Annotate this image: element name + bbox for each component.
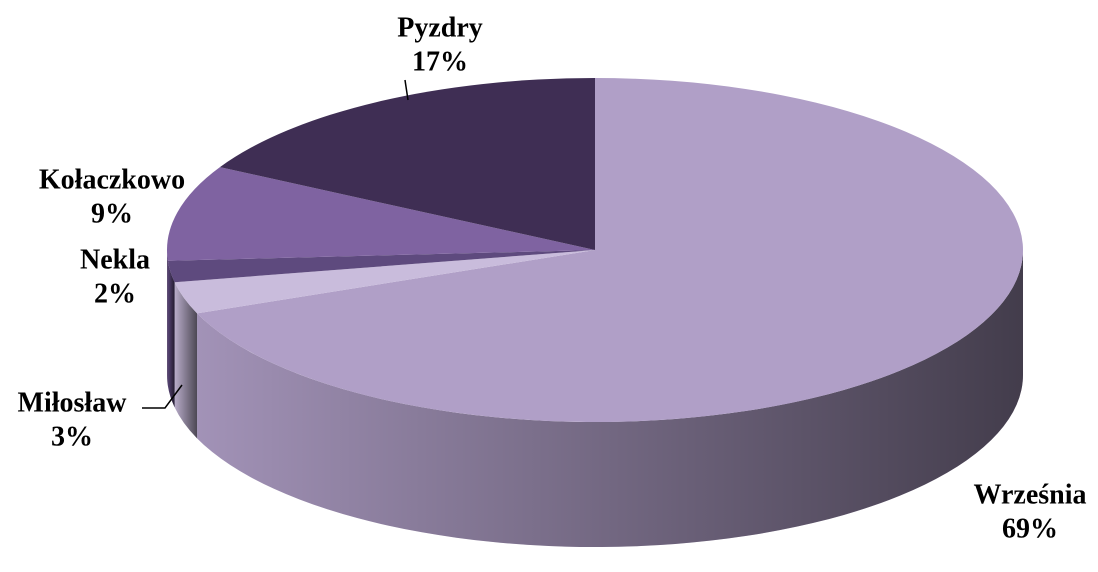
leader-line [404, 79, 409, 101]
slice-label: Kołaczkowo [39, 164, 185, 195]
slice-label: Pyzdry [397, 12, 483, 43]
value-label: 9% [91, 198, 133, 229]
pie-slice [167, 167, 595, 261]
pie-sides [167, 250, 1023, 547]
slice-label: Września [973, 479, 1086, 510]
side-shade [167, 260, 175, 408]
value-label: 2% [94, 278, 136, 309]
leader-line [142, 384, 183, 409]
value-label: 3% [51, 421, 93, 452]
value-label: 17% [412, 46, 468, 77]
value-label: 69% [1002, 513, 1058, 544]
slice-label: Nekla [80, 244, 150, 275]
pie-slice [197, 78, 1023, 422]
pie-slice [167, 250, 596, 283]
pie-slice [174, 250, 595, 314]
side-shade [174, 282, 198, 439]
side-shade [167, 250, 168, 386]
pie-tops [167, 78, 1023, 422]
slice-label: Miłosław [18, 387, 128, 418]
side-shade [197, 250, 1023, 547]
pie-slice [219, 78, 595, 250]
